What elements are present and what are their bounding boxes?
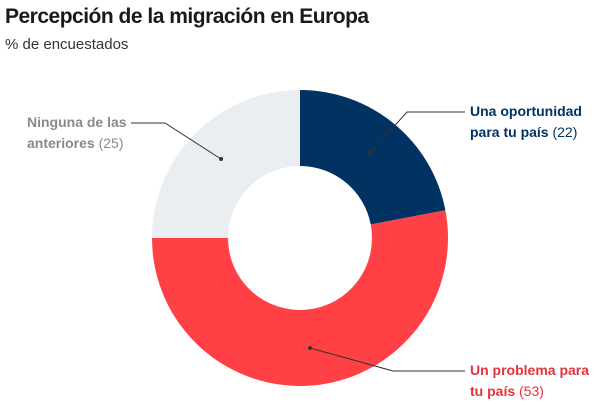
label-problema: Un problema para tu país (53) xyxy=(470,360,589,402)
label-oportunidad-line2: para tu país xyxy=(470,124,549,140)
label-ninguna-line1: Ninguna de las xyxy=(27,114,127,130)
label-oportunidad-value: (22) xyxy=(552,124,578,140)
label-oportunidad-line1: Una oportunidad xyxy=(470,103,582,119)
slice-problema xyxy=(152,210,448,386)
leader-oportunidad xyxy=(369,111,465,154)
label-problema-line2: tu país xyxy=(470,383,516,399)
leader-problema-dot xyxy=(308,346,312,350)
leader-oportunidad-dot xyxy=(368,151,372,155)
chart-title: Percepción de la migración en Europa xyxy=(5,5,369,28)
label-problema-value: (53) xyxy=(519,383,544,399)
chart-subtitle: % de encuestados xyxy=(5,36,129,53)
label-ninguna: Ninguna de las anteriores (25) xyxy=(27,112,127,154)
slice-oportunidad xyxy=(300,90,446,225)
slice-ninguna xyxy=(152,90,300,238)
label-ninguna-value: (25) xyxy=(98,135,124,151)
label-ninguna-line2: anteriores xyxy=(27,135,95,151)
leader-ninguna-dot xyxy=(219,157,223,161)
label-problema-line1: Un problema para xyxy=(470,362,590,378)
leader-ninguna xyxy=(131,122,222,160)
leader-problema xyxy=(309,347,465,372)
label-oportunidad: Una oportunidad para tu país (22) xyxy=(470,101,582,143)
